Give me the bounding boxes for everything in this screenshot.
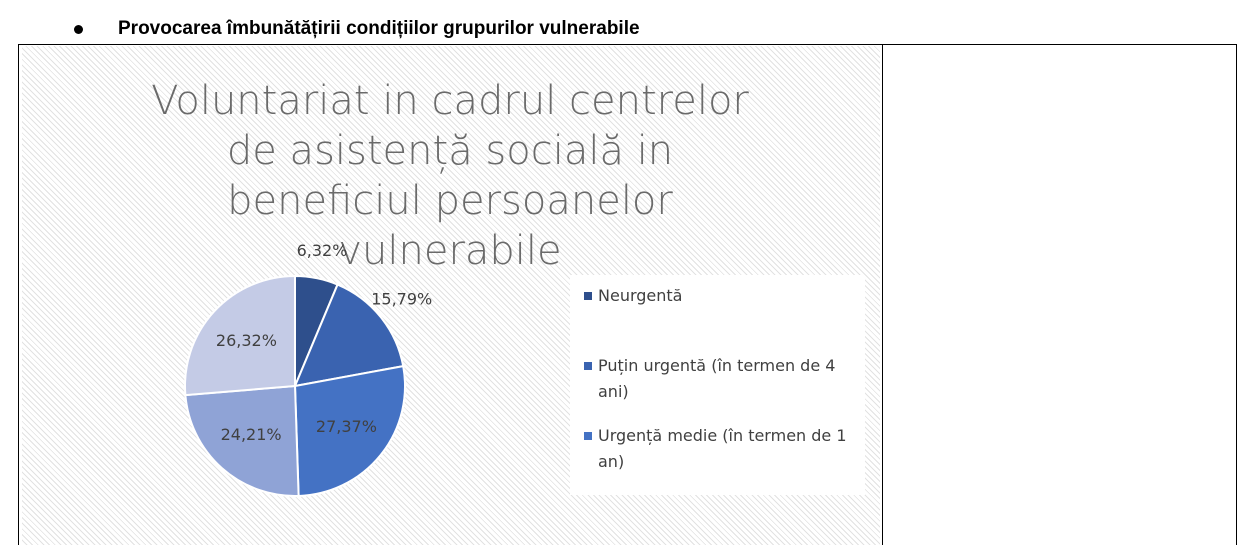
pie-slice — [293, 283, 405, 388]
chart-title: Voluntariat in cadrul centrelor de asist… — [151, 78, 749, 274]
legend: Neurgentă Puțin urgentă (în termen de 4 a… — [570, 275, 865, 495]
legend-swatch — [584, 362, 592, 370]
pie-slice — [184, 274, 296, 397]
legend-item: Neurgentă — [584, 283, 868, 309]
cell-border — [18, 44, 19, 545]
legend-label: Puțin urgentă (în termen de 4 ani) — [598, 356, 836, 401]
legend-label: Neurgentă — [598, 286, 683, 305]
data-label: 27,37% — [316, 417, 377, 436]
heading: Provocarea îmbunătățirii condițiilor gru… — [118, 18, 640, 39]
legend-item: Puțin urgentă (în termen de 4 ani) — [584, 353, 868, 405]
cell-border — [1236, 44, 1237, 545]
data-label: 24,21% — [221, 425, 282, 444]
bullet — [74, 25, 83, 34]
legend-item: Urgență medie (în termen de 1 an) — [584, 423, 868, 475]
pie-slice — [293, 364, 406, 497]
legend-swatch — [584, 292, 592, 300]
pie: 6,32% 15,79% 27,37% 24,21% 26,32% — [184, 241, 432, 497]
chart: Voluntariat in cadrul centrelor de asist… — [22, 46, 880, 545]
row-border — [18, 44, 1237, 45]
legend-swatch — [584, 432, 592, 440]
legend-label: Urgență medie (în termen de 1 an) — [598, 426, 847, 471]
data-label: 15,79% — [371, 290, 432, 309]
data-label: 26,32% — [216, 331, 277, 350]
pie-slice — [184, 384, 300, 497]
data-label: 6,32% — [297, 241, 348, 260]
cell-border — [882, 44, 883, 545]
